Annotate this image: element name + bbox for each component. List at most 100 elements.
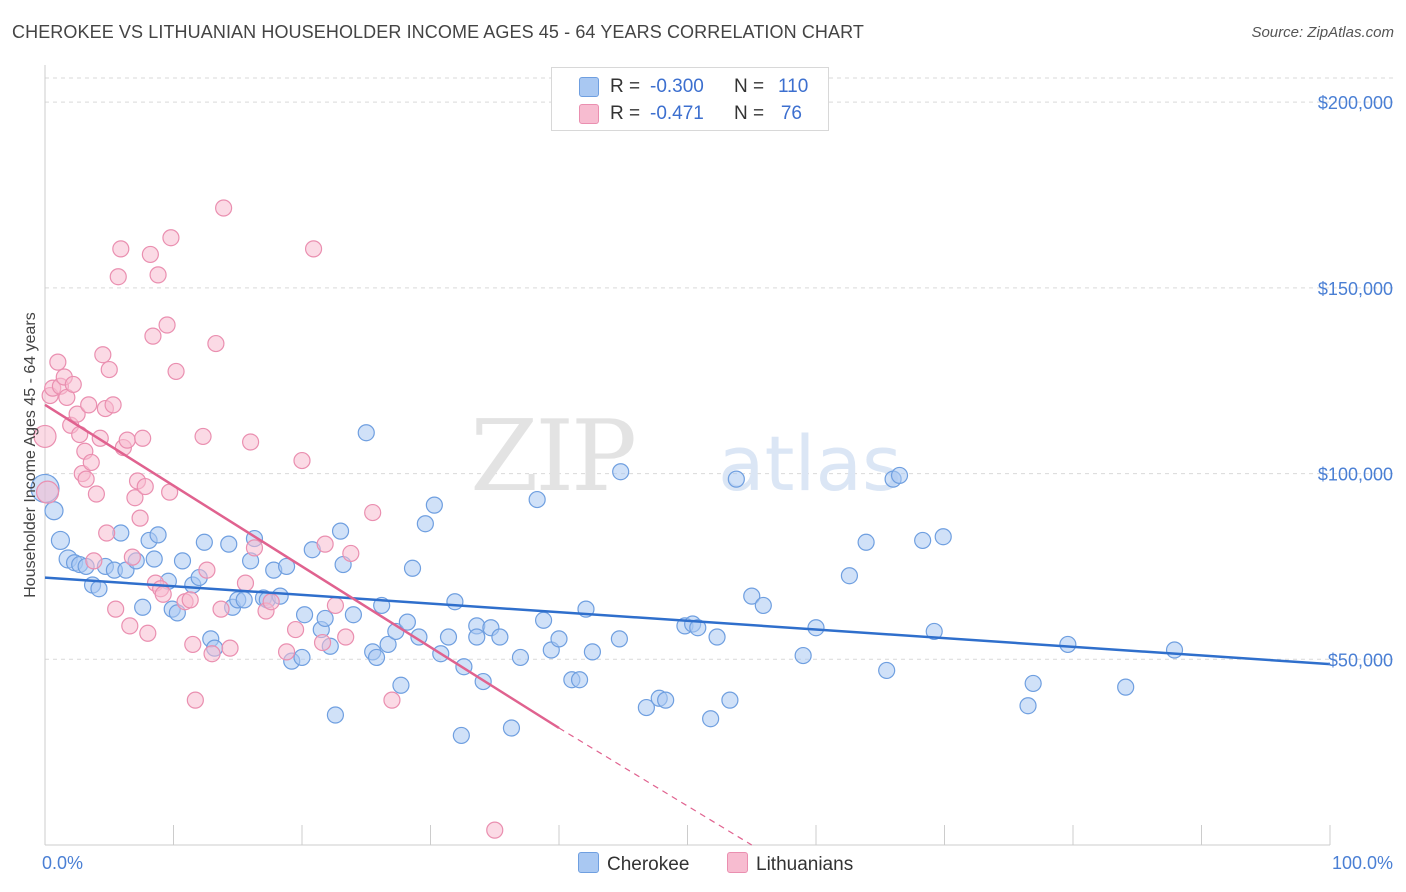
y-axis-title: Householder Income Ages 45 - 64 years [22,312,39,598]
data-point [570,671,589,689]
data-point [583,643,602,661]
lithuanian-swatch [727,852,748,873]
data-point [326,706,345,724]
n-label: N = [734,76,765,97]
data-point [403,559,422,577]
data-point [64,375,82,394]
r-value: -0.300 [650,76,704,97]
data-point [657,691,675,709]
data-point [857,533,875,551]
data-point [145,550,163,568]
data-point [186,691,204,709]
data-point [107,600,125,618]
lithuanian-swatch [579,104,599,124]
data-point [118,431,136,449]
data-point [337,628,355,646]
data-point [416,515,434,533]
data-point [878,661,896,680]
data-point [486,821,504,839]
data-point [207,334,225,353]
legend-label: Cherokee [607,854,690,875]
data-point [293,648,311,667]
data-point [235,591,253,609]
data-point [104,396,122,414]
data-point [144,327,162,345]
y-tick-label: $200,000 [1318,93,1393,113]
data-point [134,598,152,616]
trend-lines [44,403,1331,846]
cherokee-swatch [578,852,599,873]
data-point [295,606,314,624]
data-point [293,451,311,470]
data-point [220,535,238,553]
data-point [468,628,486,646]
data-point [1024,674,1042,693]
cherokee-swatch [579,77,599,97]
data-point [914,531,932,550]
data-point [173,552,192,570]
data-point [242,433,260,451]
data-point [807,619,825,637]
data-point [87,485,106,503]
data-point [357,424,375,442]
data-point [367,648,386,667]
data-point [49,353,67,371]
y-tick-labels: $50,000 $100,000 $150,000 $200,000 [1318,93,1393,670]
data-point [550,630,568,648]
data-point [262,593,280,611]
data-point [198,561,216,579]
legend-label: Lithuanians [756,854,854,875]
data-point [743,587,761,605]
data-point [446,593,464,611]
data-point [398,613,416,631]
data-point [141,245,159,264]
lithuanian-trend-line [44,403,560,730]
data-point [304,240,323,258]
legend-row-lithuanians: R = -0.471 N = 76 [552,100,828,128]
data-point [342,544,360,563]
data-point [221,639,239,657]
data-point [425,496,443,514]
data-point [331,522,350,540]
data-point [121,617,139,635]
data-point [1019,697,1037,715]
data-point [80,396,98,414]
data-point [610,630,628,648]
data-point [452,726,470,745]
data-point [77,470,95,488]
data-point [236,574,255,592]
data-point [637,698,655,717]
data-point [35,480,60,504]
data-point [754,596,772,615]
stats-legend: R = -0.300 N = 110 R = -0.471 N = 76 [551,67,829,131]
watermark-zip: ZIP [470,400,634,514]
r-label: R = [610,103,641,124]
n-value: 110 [778,76,809,97]
data-point [721,691,739,709]
data-point [286,620,305,639]
data-point [890,466,909,485]
data-point [1059,635,1077,654]
n-label: N = [734,103,765,124]
data-point [344,606,362,624]
data-point [134,429,152,447]
data-point [727,470,745,488]
data-point [383,691,401,709]
axes [44,65,1331,846]
data-point [123,548,141,566]
data-point [528,490,546,509]
data-point [85,552,103,570]
data-point [112,240,130,258]
data-point [277,557,296,576]
x-tick-label-max: 100.0% [1332,853,1393,873]
data-point [98,524,116,542]
data-point [925,622,943,641]
y-tick-label: $100,000 [1318,465,1393,485]
bottom-legend-lithuanians: Lithuanians [727,852,853,876]
data-point [491,628,509,646]
data-point [212,600,230,618]
data-point [126,489,144,507]
bottom-legend-cherokee: Cherokee [578,852,689,876]
data-point [689,619,707,637]
watermark: ZIP atlas [470,400,901,514]
